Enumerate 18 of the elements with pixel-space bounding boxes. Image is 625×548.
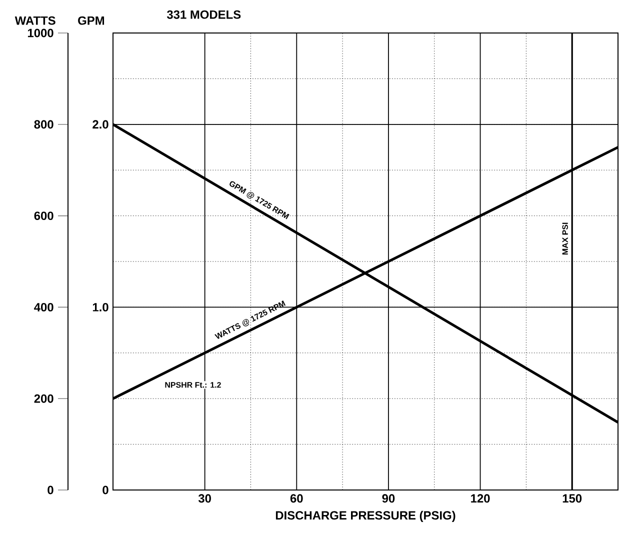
chart-title: 331 MODELS [166,10,241,19]
y-tick-label: 1000 [28,28,54,38]
x-tick-label: 90 [382,494,395,503]
x-tick-label: 30 [198,494,211,503]
x-axis-title: DISCHARGE PRESSURE (PSIG) [276,510,456,522]
y-tick-label: 600 [34,212,54,220]
y-axis-title: WATTS [14,16,56,25]
y2-axis-title: GPM [78,16,104,25]
x-tick-label: 150 [562,494,582,503]
x-tick-label: 60 [290,494,303,503]
y2-tick-label: 1.0 [92,302,108,312]
y2-tick-label: 0 [102,486,108,494]
y-tick-label: 200 [34,394,54,403]
y2-tick-label: 2.0 [92,120,108,129]
y-tick-label: 400 [34,302,54,312]
y-tick-label: 800 [34,120,54,129]
y-tick-label: 0 [48,486,54,494]
x-tick-label: 120 [471,494,490,503]
